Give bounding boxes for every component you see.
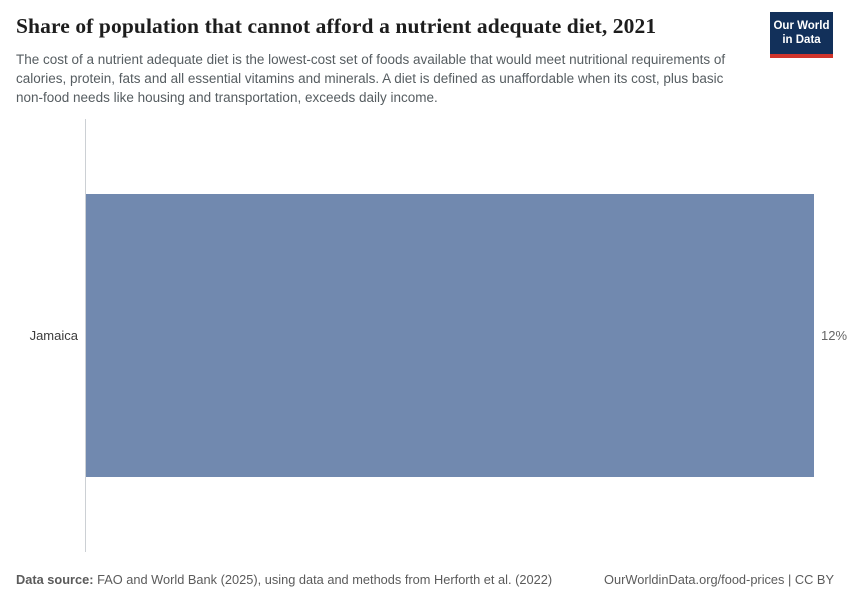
owid-logo[interactable]: Our World in Data: [770, 12, 833, 58]
bar-jamaica[interactable]: [86, 194, 814, 477]
owid-logo-line1: Our World: [773, 20, 830, 32]
data-source-label: Data source:: [16, 572, 94, 587]
bar-chart: Jamaica 12%: [16, 119, 847, 552]
owid-url-link[interactable]: OurWorldinData.org/food-prices: [604, 572, 785, 587]
owid-logo-line2: in Data: [782, 34, 821, 46]
chart-footer: Data source: FAO and World Bank (2025), …: [16, 572, 834, 587]
footer-right: OurWorldinData.org/food-prices | CC BY: [604, 572, 834, 587]
footer-separator: |: [784, 572, 795, 587]
data-source-note: Data source: FAO and World Bank (2025), …: [16, 572, 552, 587]
chart-title: Share of population that cannot afford a…: [16, 14, 657, 38]
chart-subtitle: The cost of a nutrient adequate diet is …: [16, 52, 726, 105]
entity-label-jamaica: Jamaica: [29, 328, 78, 343]
value-label-jamaica: 12%: [821, 328, 848, 343]
data-source-text: FAO and World Bank (2025), using data an…: [93, 572, 553, 587]
plot-area: [85, 119, 814, 552]
chart-header: Share of population that cannot afford a…: [16, 12, 834, 58]
license-text: CC BY: [794, 572, 834, 587]
